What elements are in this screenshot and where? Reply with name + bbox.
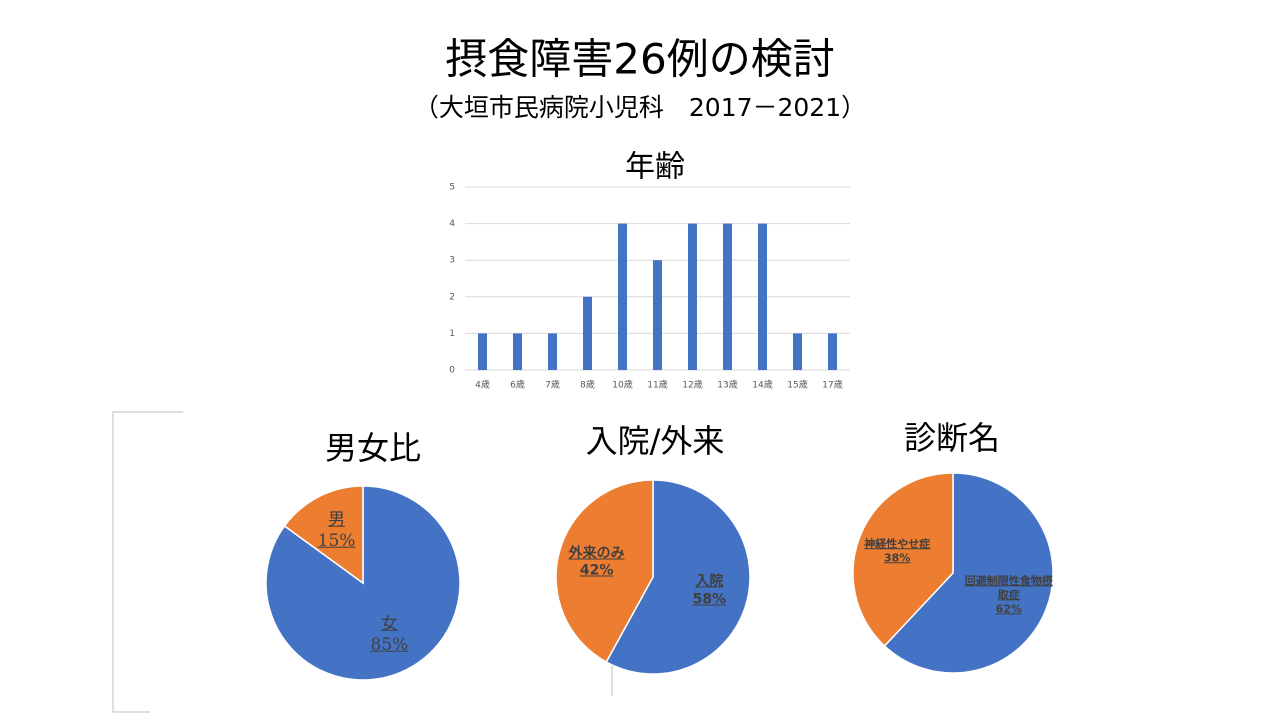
x-tick-label: 12歳 [682,379,702,391]
y-tick-label: 2 [449,292,455,302]
pie-slice [883,472,1054,674]
bar [758,223,767,370]
pie-value-label: 38% [884,550,911,564]
pie-label: 外来のみ 42% [552,545,642,580]
pie-label: 入院 58% [664,574,754,609]
pie-label: 回避制限性食物摂取症 62% [964,574,1054,615]
chart-title: 年齢 [625,150,685,185]
pie-category-label: 入院 [695,573,724,590]
y-tick-label: 5 [449,183,455,193]
x-tick-label: 15歳 [787,379,807,391]
slide-subtitle: （大垣市民病院小児科 2017－2021） [414,93,866,122]
x-tick-label: 7歳 [545,379,560,391]
bar [618,223,627,370]
pie-label: 女 85% [359,614,419,657]
bar [478,333,487,370]
pie-slice [852,472,954,647]
bar [583,296,592,370]
y-tick-label: 3 [449,256,455,266]
pie-slice [555,479,654,664]
bar [828,333,837,370]
pie-slice [605,479,751,675]
bar [548,333,557,370]
x-tick-label: 10歳 [612,379,632,391]
pie-value-label: 15% [317,531,356,552]
pie-label: 神経性やせ症 38% [852,537,942,565]
bar [513,333,522,370]
chart-title: 男女比 [325,429,421,467]
pie-slice [283,485,364,585]
x-tick-label: 14歳 [752,379,772,391]
bar [793,333,802,370]
x-tick-label: 6歳 [510,379,525,391]
slide-title: 摂食障害26例の検討 [445,35,834,84]
x-tick-label: 4歳 [475,379,490,391]
pie-category-label: 神経性やせ症 [864,537,931,551]
pie-category-label: 外来のみ [568,545,625,562]
pie-value-label: 85% [370,634,409,655]
chart-title: 入院/外来 [586,422,725,460]
y-tick-label: 4 [449,219,455,229]
pie-value-label: 42% [579,562,614,579]
x-tick-label: 13歳 [717,379,737,391]
bar [653,260,662,370]
bar [723,223,732,370]
chart-title: 診断名 [904,419,1000,457]
y-tick-label: 0 [449,366,455,376]
pie-category-label: 男 [328,509,346,530]
x-tick-label: 17歳 [822,379,842,391]
x-tick-label: 8歳 [580,379,595,391]
pie-category-label: 回避制限性食物摂取症 [964,574,1053,602]
x-tick-label: 11歳 [647,379,667,391]
pie-value-label: 62% [995,601,1022,615]
pie-category-label: 女 [380,613,398,634]
y-tick-label: 1 [449,329,455,339]
pie-value-label: 58% [692,591,727,608]
frame-line [112,411,183,713]
pie-label: 男 15% [307,510,367,553]
bar [688,223,697,370]
